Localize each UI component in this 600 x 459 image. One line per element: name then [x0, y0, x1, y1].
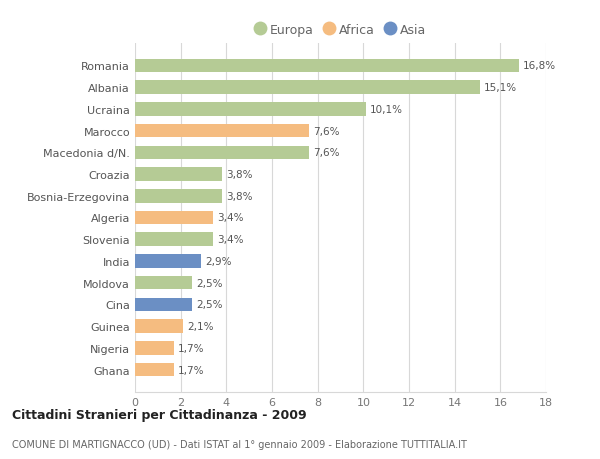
Bar: [135, 255, 201, 268]
Text: 2,9%: 2,9%: [205, 257, 232, 266]
Text: Cittadini Stranieri per Cittadinanza - 2009: Cittadini Stranieri per Cittadinanza - 2…: [12, 408, 307, 421]
Text: 3,4%: 3,4%: [217, 213, 243, 223]
Bar: [135, 298, 192, 312]
Text: 2,1%: 2,1%: [187, 321, 214, 331]
Bar: [135, 320, 183, 333]
Bar: [135, 60, 518, 73]
Text: 7,6%: 7,6%: [313, 126, 339, 136]
Text: 2,5%: 2,5%: [196, 300, 223, 310]
Text: 7,6%: 7,6%: [313, 148, 339, 158]
Bar: [135, 103, 365, 116]
Text: 1,7%: 1,7%: [178, 343, 205, 353]
Text: 3,4%: 3,4%: [217, 235, 243, 245]
Text: 1,7%: 1,7%: [178, 365, 205, 375]
Bar: [135, 168, 222, 181]
Bar: [135, 146, 308, 160]
Bar: [135, 276, 192, 290]
Bar: [135, 233, 212, 246]
Bar: [135, 341, 174, 355]
Text: 2,5%: 2,5%: [196, 278, 223, 288]
Text: 16,8%: 16,8%: [523, 61, 556, 71]
Legend: Europa, Africa, Asia: Europa, Africa, Asia: [251, 20, 430, 41]
Text: COMUNE DI MARTIGNACCO (UD) - Dati ISTAT al 1° gennaio 2009 - Elaborazione TUTTIT: COMUNE DI MARTIGNACCO (UD) - Dati ISTAT …: [12, 440, 467, 449]
Bar: [135, 124, 308, 138]
Text: 3,8%: 3,8%: [226, 191, 253, 202]
Bar: [135, 190, 222, 203]
Text: 15,1%: 15,1%: [484, 83, 517, 93]
Text: 3,8%: 3,8%: [226, 170, 253, 179]
Text: 10,1%: 10,1%: [370, 105, 403, 115]
Bar: [135, 211, 212, 225]
Bar: [135, 81, 480, 95]
Bar: [135, 363, 174, 376]
